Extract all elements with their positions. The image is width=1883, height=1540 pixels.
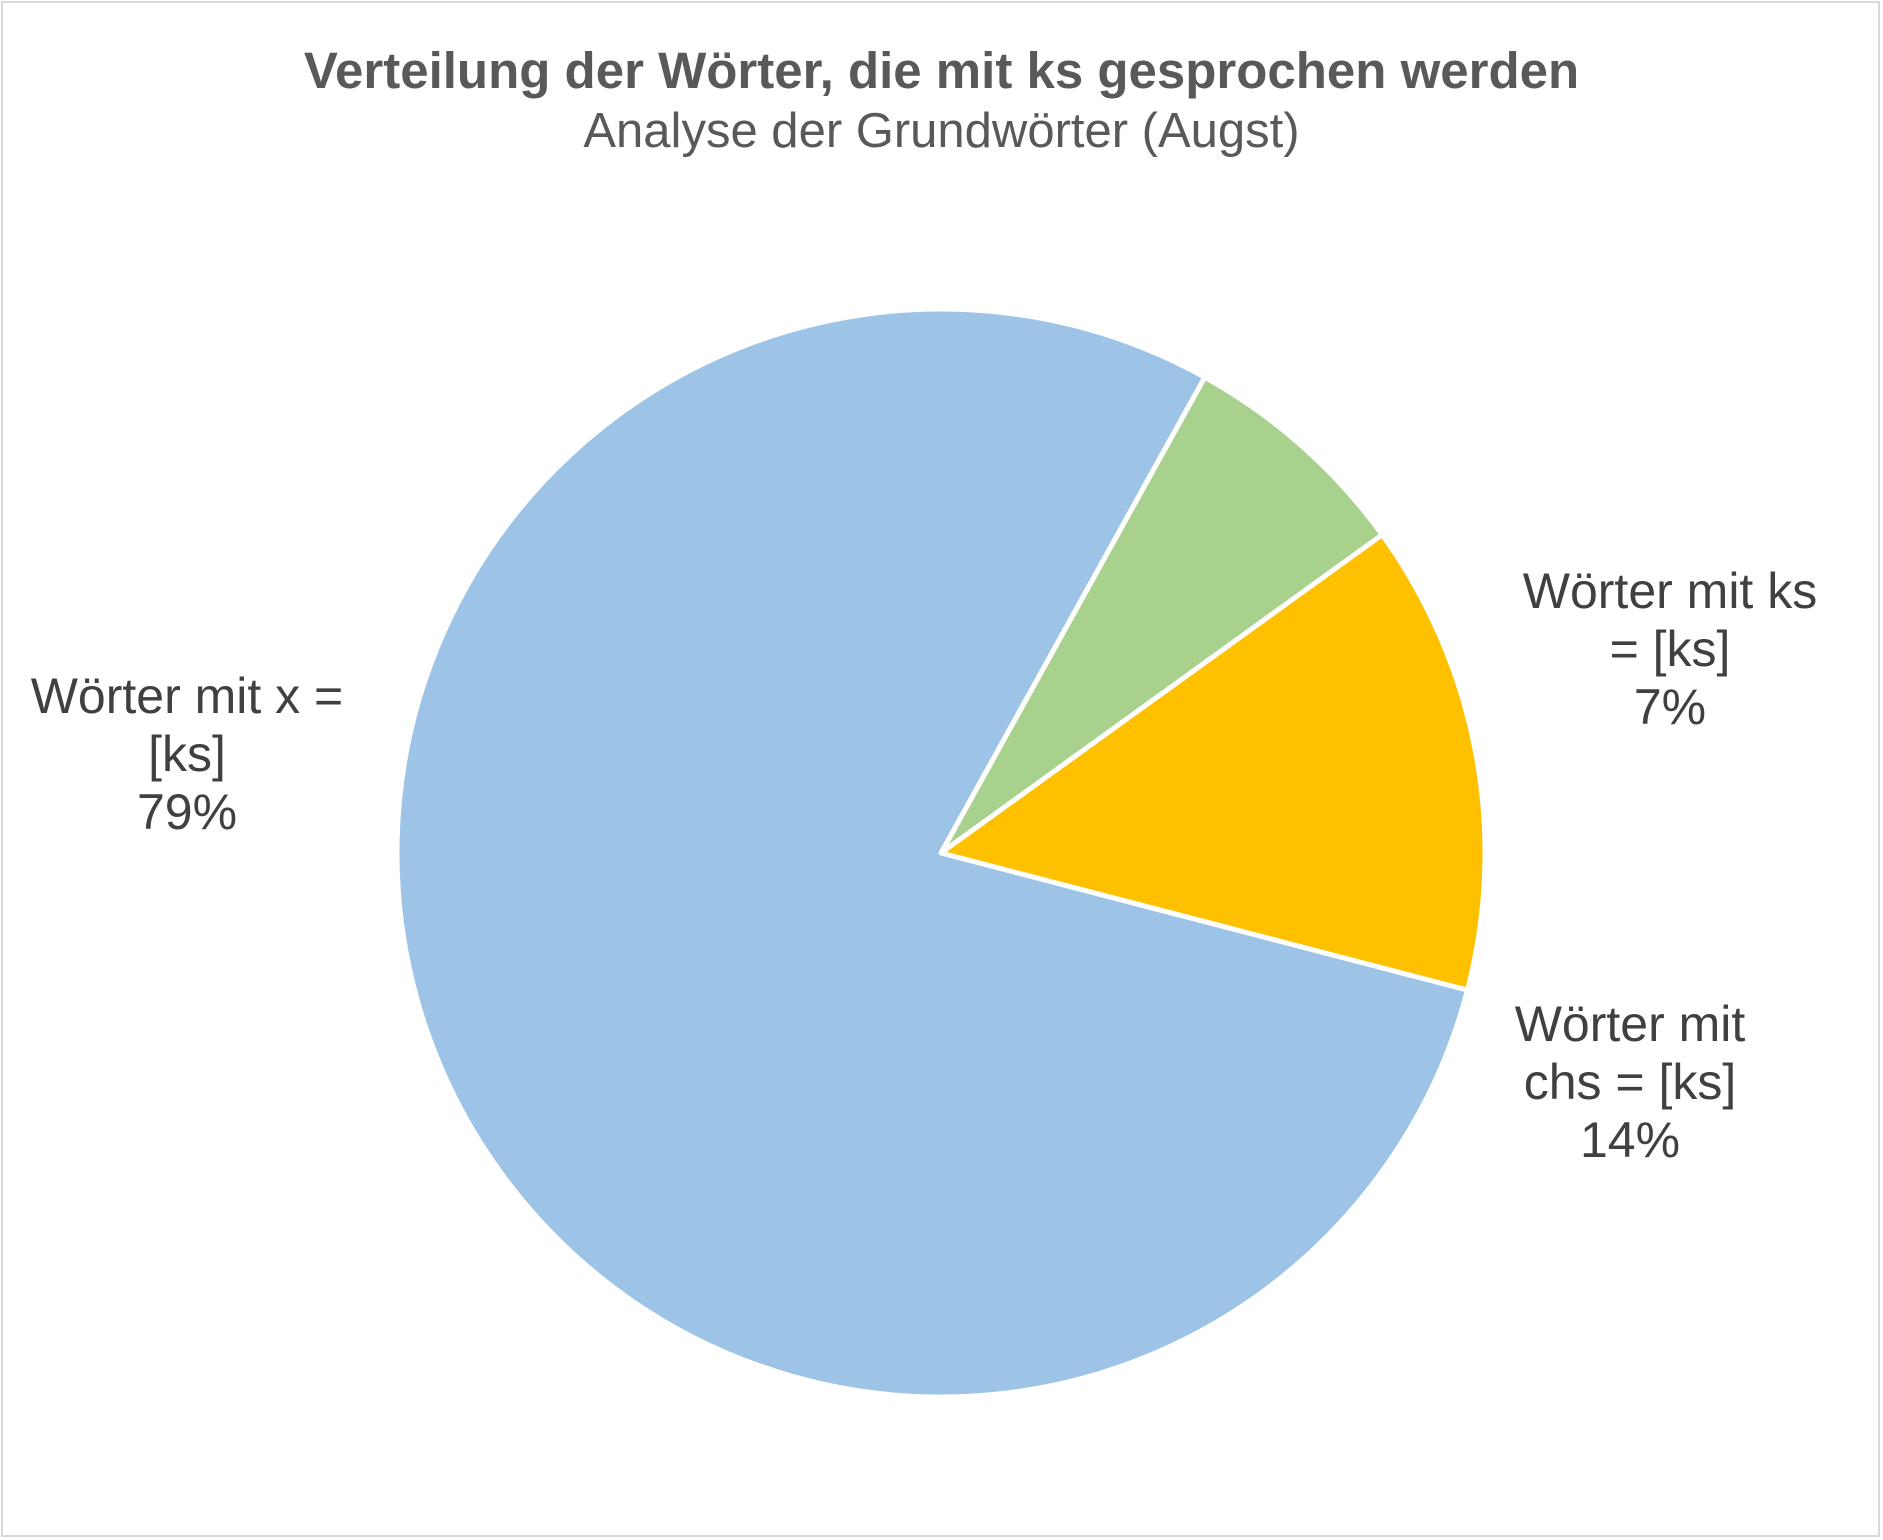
chart-subtitle: Analyse der Grundwörter (Augst) [583,104,1300,158]
pie-slices [394,306,1488,1400]
pie-slice-chs [938,532,1488,993]
chart-title: Verteilung der Wörter, die mit ks gespro… [303,42,1580,99]
pie-slice-x [394,306,1470,1400]
slice-label-x: Wörter mit x = [ks] 79% [30,668,344,840]
slice-label-ks: Wörter mit ks = [ks] 7% [1522,563,1818,735]
pie-slice-ks [938,374,1385,856]
slice-label-chs: Wörter mit chs = [ks] 14% [1514,996,1746,1168]
